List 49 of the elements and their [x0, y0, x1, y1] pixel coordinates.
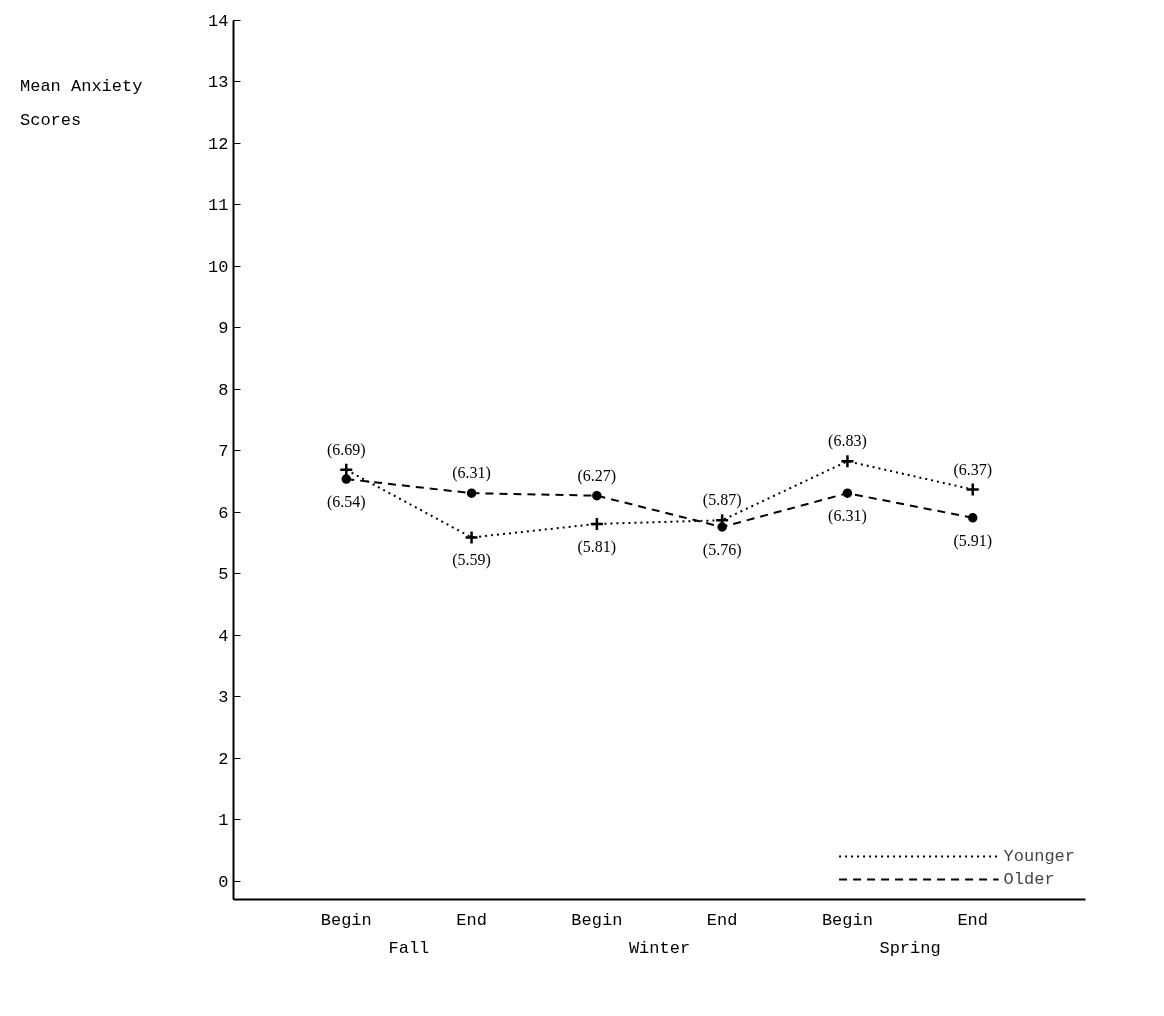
point	[589, 516, 605, 532]
x-tick-label: Begin	[320, 910, 372, 930]
point	[967, 513, 978, 523]
text: Younger	[1003, 846, 1075, 866]
point	[464, 530, 479, 545]
data-label: (6.27)	[577, 466, 617, 485]
y-tick-label: 8	[218, 380, 229, 400]
x-tick-label: Begin	[571, 910, 623, 930]
y-tick-label: 0	[218, 872, 229, 892]
point	[717, 522, 727, 532]
data-label: (5.76)	[702, 541, 742, 559]
y-tick-label: 13	[208, 73, 229, 93]
point	[842, 488, 853, 498]
data-label: (6.31)	[452, 464, 491, 483]
y-tick-label: 7	[218, 442, 229, 462]
data-label: (5.59)	[452, 551, 491, 570]
data-label: (6.83)	[828, 432, 867, 451]
text: Spring	[879, 938, 941, 958]
y-tick-label: 4	[218, 626, 229, 646]
data-label: (6.54)	[326, 493, 366, 512]
data-label: (5.91)	[953, 531, 993, 550]
y-tick-label: 3	[218, 688, 229, 708]
y-tick-label: 12	[208, 134, 229, 154]
x-tick-label: End	[456, 910, 487, 930]
x-tick-label: End	[957, 910, 989, 930]
data-label: (6.37)	[953, 460, 993, 479]
point	[466, 488, 477, 498]
y-tick-label: 5	[218, 565, 229, 585]
y-tick-label: 2	[218, 749, 229, 769]
data-label: (6.69)	[326, 440, 366, 459]
point	[592, 490, 602, 501]
point	[965, 482, 980, 497]
x-tick-label: End	[706, 910, 738, 930]
data-label: (5.81)	[577, 537, 617, 556]
point	[840, 453, 855, 469]
y-tick-label: 11	[208, 196, 229, 216]
text: Fall	[388, 938, 430, 958]
y-tick-label: 14	[208, 12, 229, 31]
y-tick-label: 9	[218, 319, 229, 339]
y-tick-label: 1	[218, 811, 229, 831]
data-label: (6.31)	[828, 507, 867, 526]
data-label: (5.87)	[702, 491, 742, 510]
x-tick-label: Begin	[821, 910, 873, 930]
text: Older	[1003, 869, 1055, 889]
y-axis-title: Mean Anxiety Scores	[20, 76, 144, 132]
text: Winter	[628, 938, 691, 958]
y-tick-label: 6	[218, 503, 229, 523]
y-tick-label: 10	[208, 257, 229, 277]
point	[341, 474, 352, 484]
